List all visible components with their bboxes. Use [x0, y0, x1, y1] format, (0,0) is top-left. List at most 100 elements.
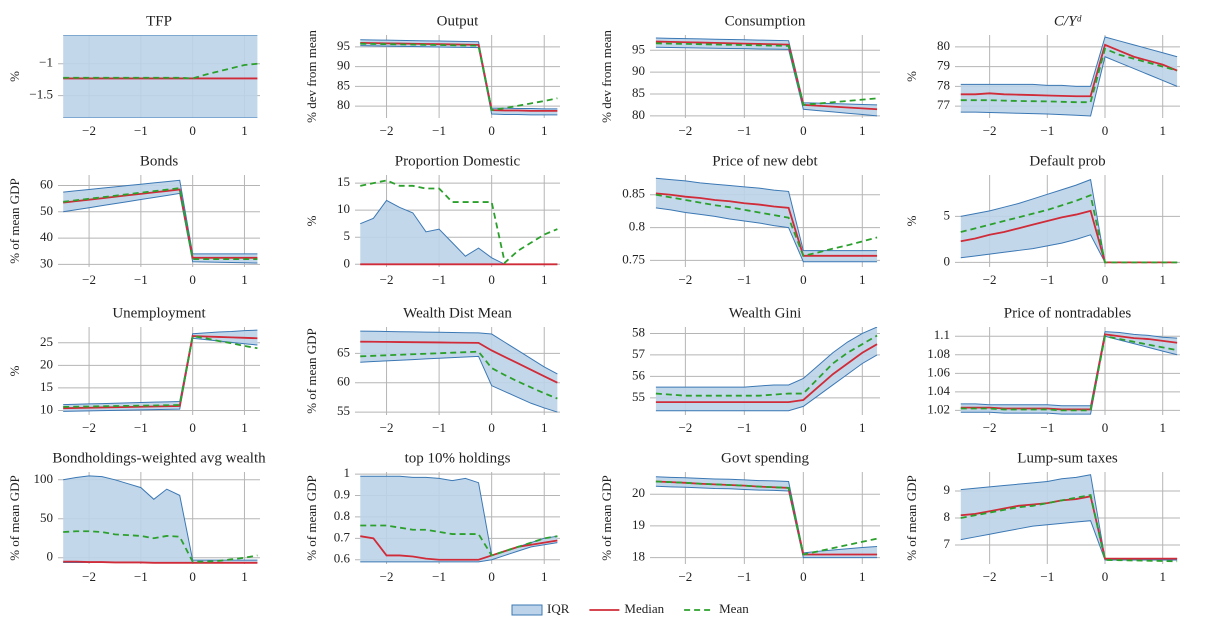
- iqr-band: [63, 35, 258, 118]
- x-tick-label: 0: [1102, 123, 1109, 138]
- x-tick-label: −2: [983, 272, 997, 287]
- y-tick-label: 79: [937, 58, 950, 73]
- x-tick-label: 1: [1159, 569, 1166, 584]
- y-tick-label: 0: [944, 253, 951, 268]
- panel: C/Yᵈ% −2 −1 0 1 77 78 79 80: [904, 13, 1180, 138]
- panel-title: TFP: [146, 13, 172, 29]
- y-tick-label: 58: [632, 324, 645, 339]
- y-tick-label: 80: [937, 38, 950, 53]
- x-tick-label: −2: [380, 272, 394, 287]
- legend-swatch: [511, 604, 543, 616]
- x-tick-label: 1: [541, 569, 548, 584]
- panel: Output % dev from mean −2 −1 0 1 80 85 90 95: [304, 13, 560, 138]
- y-tick-label: 80: [632, 107, 645, 122]
- mean-line: [655, 480, 878, 556]
- iqr-band: [960, 179, 1178, 263]
- panel-title: Price of new debt: [712, 153, 818, 169]
- legend-label: Median: [624, 601, 664, 616]
- y-tick-label: 0.8: [629, 219, 645, 234]
- x-tick-label: 1: [1159, 123, 1166, 138]
- panel-title: Bondholdings-weighted avg wealth: [52, 450, 266, 466]
- iqr-edge: [960, 56, 1178, 117]
- panel: Bondholdings-weighted avg wealth % of mea…: [7, 450, 266, 584]
- mean-line: [960, 47, 1178, 104]
- y-tick-label: 0.6: [334, 551, 351, 566]
- median-line: [63, 188, 258, 259]
- iqr-band: [360, 200, 558, 265]
- panel: Lump-sum taxes % of mean GDP −2 −1 0 1 7 8 9: [904, 450, 1180, 584]
- y-tick-label: 80: [337, 97, 350, 112]
- panel: Wealth Dist Mean % of mean GDP −2 −1 0 1 55 60 6…: [304, 305, 560, 435]
- x-tick-label: 1: [1159, 272, 1166, 287]
- median-line: [360, 340, 558, 384]
- x-tick-label: 0: [189, 420, 196, 435]
- panel-title: Wealth Dist Mean: [403, 305, 512, 321]
- panel-title: Unemployment: [112, 305, 206, 321]
- median-line: [655, 480, 878, 556]
- y-tick-label: 1.02: [927, 401, 950, 416]
- x-tick-label: −1: [1040, 569, 1054, 584]
- y-tick-label: 25: [40, 334, 53, 349]
- x-tick-label: 1: [241, 123, 248, 138]
- median-line: [960, 209, 1178, 264]
- y-axis-label: % of mean GDP: [304, 475, 319, 561]
- iqr-edge: [360, 542, 558, 563]
- y-axis-label: % of mean GDP: [304, 328, 319, 414]
- x-tick-label: −1: [1040, 123, 1054, 138]
- iqr-edge: [655, 485, 878, 559]
- mean-line: [655, 193, 878, 257]
- y-tick-label: 5: [944, 207, 951, 222]
- x-tick-label: 1: [859, 569, 866, 584]
- x-tick-label: −2: [983, 420, 997, 435]
- x-tick-label: −2: [678, 123, 692, 138]
- iqr-edge: [655, 354, 878, 412]
- mean-line: [960, 493, 1178, 563]
- y-tick-label: 57: [632, 346, 646, 361]
- y-tick-label: 77: [937, 97, 951, 112]
- x-tick-label: 1: [859, 420, 866, 435]
- x-tick-label: −2: [82, 420, 96, 435]
- x-tick-label: 0: [488, 420, 495, 435]
- y-tick-label: 85: [632, 85, 645, 100]
- iqr-edge: [960, 331, 1178, 407]
- y-tick-label: 78: [937, 77, 950, 92]
- panel: TFP% −2 −1 0 1 −1.5 −1: [7, 13, 260, 138]
- iqr-band: [960, 36, 1178, 117]
- x-tick-label: 0: [189, 272, 196, 287]
- y-tick-label: 55: [632, 389, 645, 404]
- x-tick-label: 0: [488, 569, 495, 584]
- y-axis-label: %: [904, 71, 919, 82]
- x-tick-label: 0: [488, 272, 495, 287]
- y-tick-label: 1.06: [927, 364, 950, 379]
- y-tick-label: 60: [337, 374, 350, 389]
- iqr-edge: [360, 355, 558, 413]
- y-axis-label: % dev from mean: [304, 30, 319, 123]
- mean-line: [360, 350, 558, 400]
- mean-line: [63, 187, 258, 261]
- panel-title: Output: [437, 13, 480, 29]
- x-tick-label: −2: [82, 569, 96, 584]
- iqr-edge: [655, 177, 878, 252]
- panel: Govt spending % of mean GDP −2 −1 0 1 18 19 20: [599, 450, 880, 584]
- x-tick-label: −1: [134, 123, 148, 138]
- y-tick-label: 60: [40, 176, 53, 191]
- y-tick-label: 20: [632, 485, 645, 500]
- panel-title: Default prob: [1029, 153, 1105, 169]
- y-tick-label: 50: [40, 510, 53, 525]
- legend: IQR Median Mean: [511, 601, 749, 616]
- mean-line: [360, 179, 558, 265]
- iqr-band: [63, 180, 258, 264]
- x-tick-label: 0: [1102, 569, 1109, 584]
- x-tick-label: −1: [737, 123, 751, 138]
- y-axis-label: % of mean GDP: [7, 475, 22, 561]
- mean-line: [63, 334, 258, 408]
- panel-title: Price of nontradables: [1004, 305, 1132, 321]
- mean-line: [360, 524, 558, 557]
- x-tick-label: −2: [380, 420, 394, 435]
- y-tick-label: 8: [944, 509, 951, 524]
- y-tick-label: 7: [944, 536, 951, 551]
- y-tick-label: 30: [40, 255, 53, 270]
- y-axis-label: % of mean GDP: [904, 475, 919, 561]
